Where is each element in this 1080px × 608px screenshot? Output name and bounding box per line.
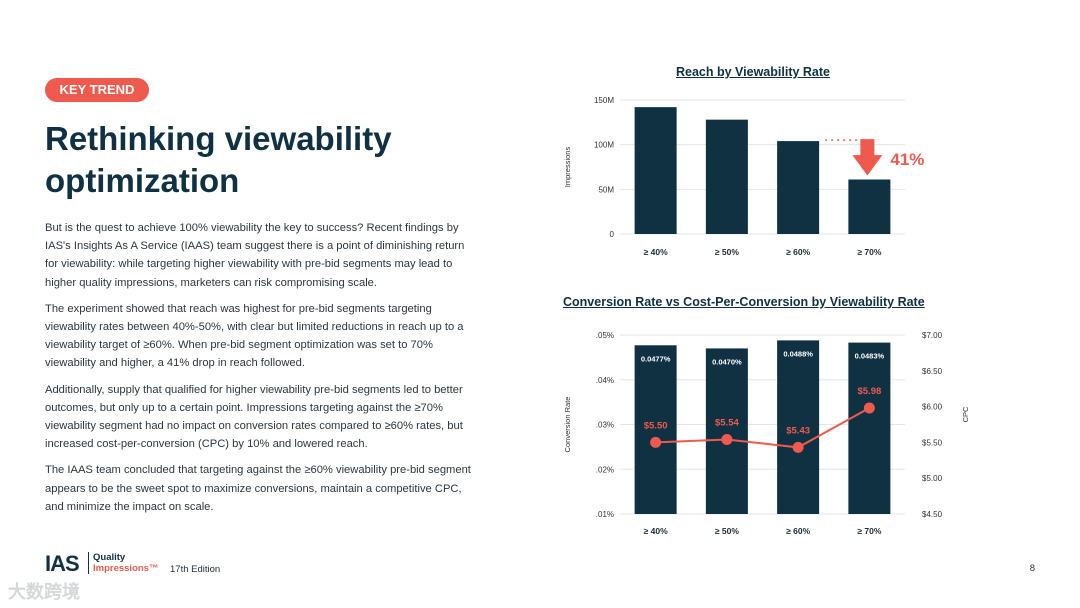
paragraph-4: The IAAS team concluded that targeting a…	[45, 464, 471, 513]
y-tick-label: .01%	[596, 510, 614, 519]
x-tick-label: ≥ 60%	[786, 247, 810, 257]
cpc-value-label: $5.43	[786, 425, 810, 436]
logo-divider	[88, 552, 89, 574]
bar	[705, 119, 748, 234]
bar	[848, 342, 891, 514]
bar-value-label: 0.0488%	[783, 349, 813, 358]
page-title: Rethinking viewability optimization	[45, 120, 392, 199]
bar-value-label: 0.0483%	[855, 352, 885, 361]
impressions-label: Impressions™	[93, 563, 159, 574]
paragraph-2: The experiment showed that reach was hig…	[45, 302, 464, 370]
y-axis-label: Impressions	[563, 147, 572, 188]
y-tick-label: .02%	[596, 465, 614, 474]
reach-chart-title: Reach by Viewability Rate	[676, 65, 830, 79]
page-number: 8	[1029, 563, 1035, 574]
watermark-text: 大数跨境	[8, 582, 80, 602]
x-tick-label: ≥ 40%	[644, 247, 668, 257]
quality-label: Quality	[93, 552, 126, 563]
cpc-point	[792, 441, 804, 453]
y-tick-label: 150M	[594, 96, 614, 105]
conversion-chart-title: Conversion Rate vs Cost-Per-Conversion b…	[563, 295, 925, 309]
bar-value-label: 0.0477%	[641, 354, 671, 363]
y2-tick-label: $7.00	[922, 331, 943, 340]
bar	[634, 107, 677, 234]
y-axis-label: Conversion Rate	[563, 397, 572, 453]
y-tick-label: .03%	[596, 421, 614, 430]
bar	[848, 179, 891, 234]
bar	[634, 345, 677, 514]
bar	[777, 340, 820, 514]
conversion-chart: .05% .04% .03% .02% .01% $7.00 $6.50 $6.00 $5.50…	[563, 331, 970, 536]
x-tick-label: ≥ 70%	[857, 526, 881, 536]
bar	[777, 141, 820, 234]
x-tick-label: ≥ 50%	[715, 526, 739, 536]
reach-chart: 0 50M 100M 150M Impressions ≥ 40% ≥ 50% ≥ 60% ≥ …	[563, 96, 924, 257]
body-text: But is the quest to achieve 100% viewabi…	[45, 219, 475, 524]
bar	[705, 348, 748, 514]
x-tick-label: ≥ 60%	[786, 526, 810, 536]
y-tick-label: .04%	[596, 376, 614, 385]
key-trend-badge: KEY TREND	[45, 78, 149, 102]
edition-label: 17th Edition	[170, 564, 221, 575]
drop-percentage-label: 41%	[890, 150, 924, 169]
y2-axis-label: CPC	[961, 406, 970, 422]
x-tick-label: ≥ 50%	[715, 247, 739, 257]
y2-tick-label: $6.00	[922, 403, 943, 412]
y2-tick-label: $5.00	[922, 474, 943, 483]
cpc-value-label: $5.54	[715, 418, 739, 429]
cpc-point	[863, 402, 875, 414]
drop-arrow-icon	[852, 139, 883, 176]
cpc-value-label: $5.98	[857, 386, 881, 397]
y-tick-label: 50M	[598, 185, 614, 194]
cpc-point	[650, 436, 662, 448]
paragraph-3: Additionally, supply that qualified for …	[45, 383, 463, 451]
cpc-value-label: $5.50	[644, 420, 668, 431]
x-tick-label: ≥ 40%	[644, 526, 668, 536]
y-tick-label: 0	[610, 230, 615, 239]
cpc-point	[721, 434, 733, 446]
bar-value-label: 0.0470%	[712, 357, 742, 366]
ias-logo: IAS	[45, 551, 80, 576]
y2-tick-label: $4.50	[922, 510, 943, 519]
y-tick-label: 100M	[594, 141, 614, 150]
y2-tick-label: $5.50	[922, 438, 943, 447]
x-tick-label: ≥ 70%	[857, 247, 881, 257]
y-tick-label: .05%	[596, 331, 614, 340]
paragraph-1: But is the quest to achieve 100% viewabi…	[45, 222, 465, 289]
cpc-line	[655, 407, 870, 449]
y2-tick-label: $6.50	[922, 367, 943, 376]
